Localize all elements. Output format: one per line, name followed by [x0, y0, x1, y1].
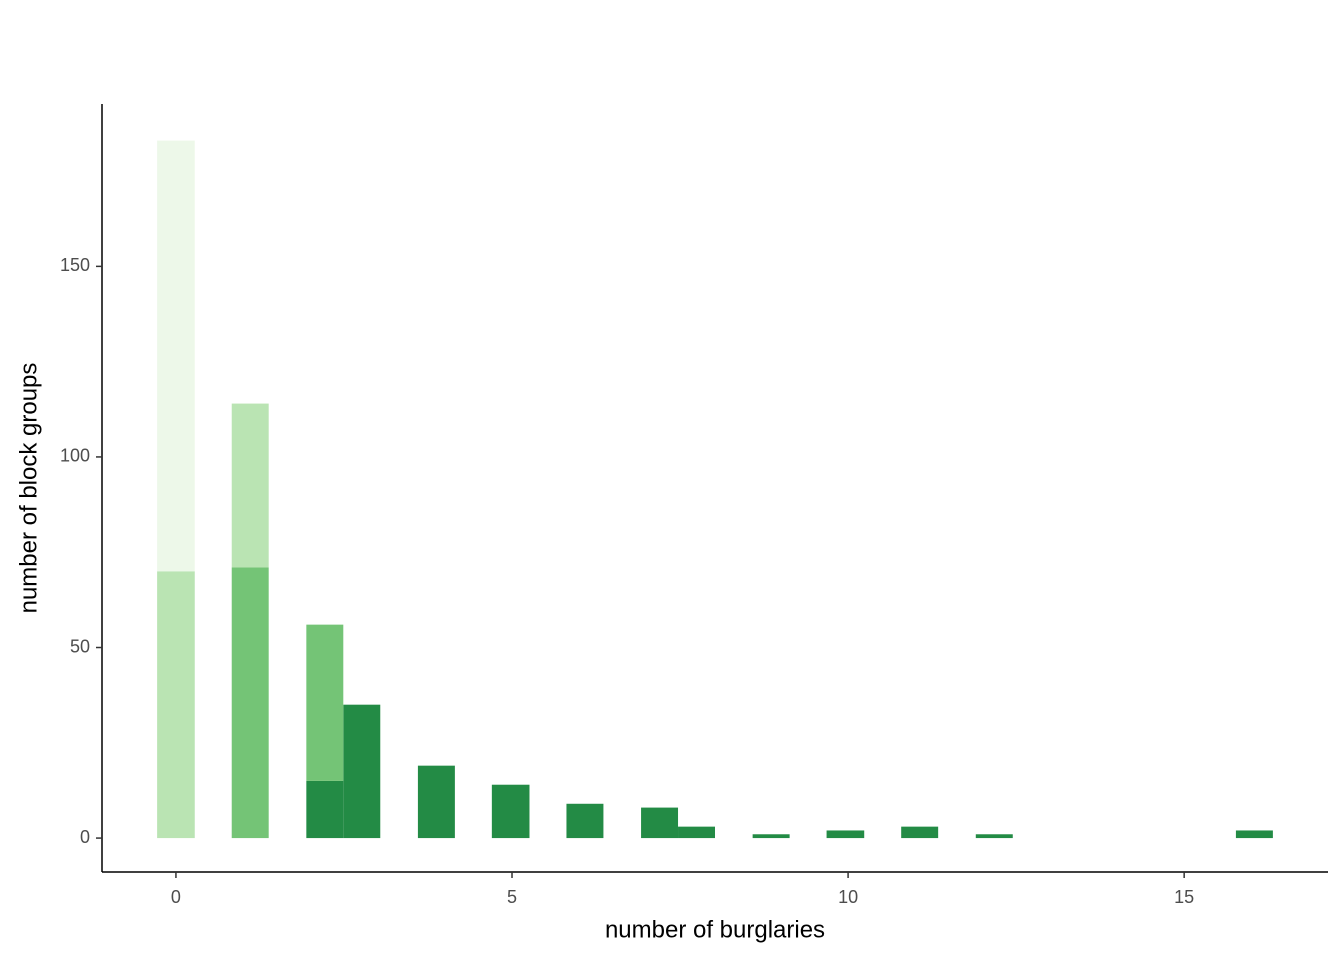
bar — [157, 140, 195, 572]
bar — [566, 803, 604, 839]
bar — [157, 571, 195, 839]
y-tick-label: 150 — [60, 255, 90, 275]
bar — [306, 780, 344, 839]
y-axis-label: number of block groups — [15, 363, 42, 614]
bar — [752, 834, 790, 839]
bar — [491, 784, 530, 839]
bar — [975, 834, 1013, 839]
bar — [343, 704, 381, 839]
x-tick-label: 0 — [171, 887, 181, 907]
bar — [678, 826, 715, 839]
y-tick-label: 100 — [60, 446, 90, 466]
bar — [826, 830, 865, 839]
x-tick-label: 5 — [507, 887, 517, 907]
bar — [231, 403, 269, 568]
bar — [417, 765, 455, 839]
bar — [1235, 830, 1273, 839]
bar — [306, 624, 344, 781]
x-axis-label: number of burglaries — [605, 916, 825, 943]
bar — [641, 807, 679, 839]
y-tick-label: 50 — [70, 636, 90, 656]
x-tick-label: 15 — [1174, 887, 1194, 907]
bar — [901, 826, 939, 839]
y-tick-label: 0 — [80, 827, 90, 847]
x-tick-label: 10 — [838, 887, 858, 907]
bar — [231, 567, 269, 839]
